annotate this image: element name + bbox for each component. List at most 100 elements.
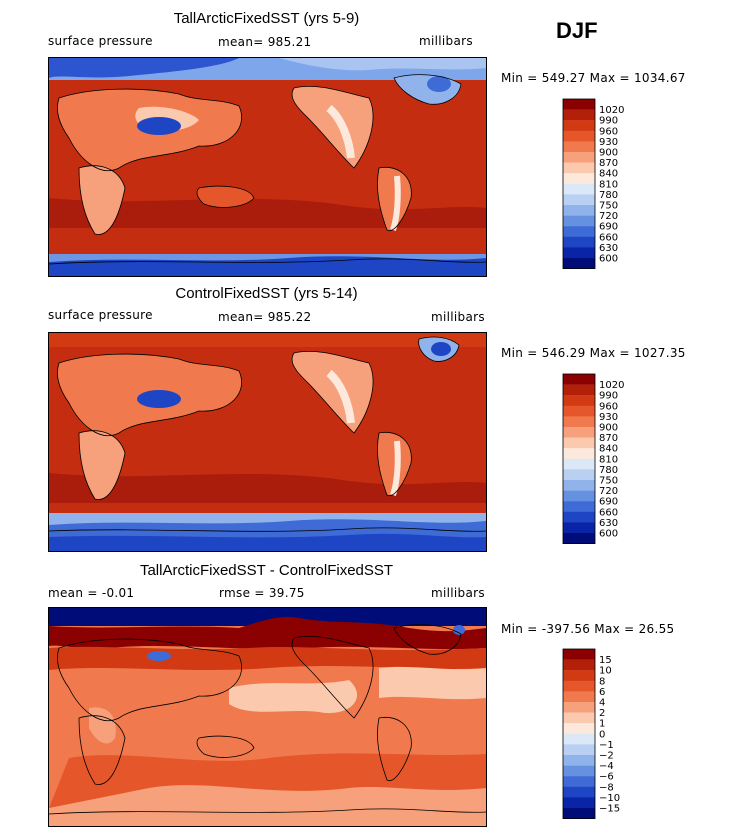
season-label: DJF [556, 18, 598, 43]
panel-3-colorbar-swatch [563, 712, 595, 724]
panel-1-colorbar: 1020990960930900870840810780750720690660… [562, 98, 624, 270]
panel-2-colorbar-swatch [563, 416, 595, 428]
panel-2-variable: surface pressure [48, 308, 153, 322]
panel-3-colorbar-swatch [563, 733, 595, 745]
panel-3-colorbar-label: −6 [599, 772, 614, 783]
panel-2-title: ControlFixedSST (yrs 5-14) [175, 285, 358, 302]
panel-2-colorbar-swatch [563, 511, 595, 523]
panel-2-colorbar-label: 900 [599, 423, 618, 434]
panel-3-units: millibars [431, 586, 485, 600]
panel-3-map [48, 607, 487, 827]
panel-3-colorbar-label: −4 [599, 761, 614, 772]
panel-1-colorbar-swatch [563, 183, 595, 195]
panel-1-colorbar-label: 630 [599, 243, 618, 254]
panel-2-colorbar-label: 630 [599, 518, 618, 529]
panel-3-colorbar-swatch [563, 765, 595, 777]
panel-2-colorbar-swatch [563, 501, 595, 512]
panel-1-colorbar-label: 810 [599, 179, 618, 190]
panel-1-colorbar-swatch [563, 247, 595, 259]
panel-1-colorbar-label: 960 [599, 126, 618, 137]
panel-3-colorbar-swatch [563, 776, 595, 787]
panel-2-colorbar-label: 810 [599, 454, 618, 465]
panel-2-colorbar: 1020990960930900870840810780750720690660… [562, 373, 624, 545]
panel-1-colorbar-label: 840 [599, 169, 618, 180]
panel-3-colorbar-label: −8 [599, 782, 614, 793]
panel-3-colorbar-swatch [563, 649, 595, 660]
panel-1-colorbar-swatch [563, 205, 595, 216]
panel-3-map-plot [49, 608, 486, 826]
panel-3-title: TallArcticFixedSST - ControlFixedSST [139, 562, 394, 579]
panel-1-colorbar-label: 780 [599, 190, 618, 201]
panel-2-colorbar-swatch [563, 437, 595, 449]
panel-1-colorbar-swatch [563, 173, 595, 184]
panel-3-colorbar-label: 1 [599, 719, 605, 730]
panel-2-colorbar-label: 660 [599, 507, 618, 518]
panel-1-colorbar-label: 660 [599, 232, 618, 243]
panel-1-colorbar-swatch [563, 258, 595, 269]
panel-1-map-plot [49, 58, 486, 276]
panel-1-colorbar-swatch [563, 99, 595, 110]
panel-1-colorbar-label: 720 [599, 211, 618, 222]
panel-1-units: millibars [419, 34, 473, 48]
panel-1-colorbar-label: 750 [599, 201, 618, 212]
panel-3-colorbar-label: −2 [599, 751, 614, 762]
panel-1-colorbar-label: 600 [599, 254, 618, 265]
panel-2-colorbar-label: 870 [599, 433, 618, 444]
panel-2-colorbar-swatch [563, 395, 595, 406]
panel-3-colorbar-label: 15 [599, 655, 612, 666]
panel-2-colorbar-swatch [563, 522, 595, 534]
panel-1-colorbar-label: 990 [599, 116, 618, 127]
panel-2-colorbar-label: 750 [599, 476, 618, 487]
panel-1-map [48, 57, 487, 277]
panel-1-colorbar-label: 900 [599, 148, 618, 159]
panel-1-colorbar-swatch [563, 109, 595, 121]
panel-2-mean: mean= 985.22 [218, 310, 312, 324]
panel-2-colorbar-swatch [563, 384, 595, 396]
panel-1-mean: mean= 985.21 [218, 35, 312, 49]
panel-1-colorbar-swatch [563, 226, 595, 237]
panel-1-colorbar-frame [562, 98, 596, 270]
panel-3-rmse: rmse = 39.75 [219, 586, 305, 600]
panel-3-colorbar-label: 10 [599, 666, 612, 677]
panel-1-colorbar-label: 870 [599, 158, 618, 169]
panel-2-colorbar-label: 720 [599, 486, 618, 497]
panel-2-colorbar-label: 780 [599, 465, 618, 476]
panel-3-colorbar-swatch [563, 723, 595, 734]
panel-1-variable: surface pressure [48, 34, 153, 48]
panel-2-colorbar-swatch [563, 490, 595, 502]
panel-1-colorbar-swatch [563, 152, 595, 163]
panel-2-minmax: Min = 546.29 Max = 1027.35 [501, 346, 686, 360]
panel-3-colorbar-swatch [563, 659, 595, 671]
panel-2-colorbar-label: 840 [599, 444, 618, 455]
panel-3-minmax: Min = -397.56 Max = 26.55 [501, 622, 675, 636]
panel-1-colorbar-swatch [563, 130, 595, 142]
panel-1-colorbar-swatch [563, 215, 595, 227]
panel-3-colorbar-label: −15 [599, 804, 620, 815]
panel-1-colorbar-label: 690 [599, 222, 618, 233]
panel-3-colorbar-swatch [563, 744, 595, 756]
panel-3-colorbar-label: 8 [599, 676, 605, 687]
panel-3-colorbar-swatch [563, 680, 595, 692]
panel-1-title: TallArcticFixedSST (yrs 5-9) [173, 10, 360, 27]
panel-3-colorbar-label: 6 [599, 687, 605, 698]
panel-2-map [48, 332, 487, 552]
panel-2-colorbar-swatch [563, 374, 595, 385]
panel-1-colorbar-label: 1020 [599, 105, 624, 116]
panel-2-colorbar-swatch [563, 448, 595, 459]
panel-2-colorbar-frame [562, 373, 596, 545]
panel-1-colorbar-swatch [563, 236, 595, 248]
panel-3-colorbar-swatch [563, 786, 595, 798]
panel-3-colorbar-label: 2 [599, 708, 605, 719]
panel-1-colorbar-swatch [563, 194, 595, 206]
panel-2-colorbar-swatch [563, 533, 595, 544]
panel-2-colorbar-swatch [563, 405, 595, 417]
panel-2-colorbar-swatch [563, 458, 595, 470]
panel-2-colorbar-label: 930 [599, 412, 618, 423]
panel-3-colorbar-swatch [563, 691, 595, 703]
panel-3-colorbar-swatch [563, 670, 595, 681]
panel-1-colorbar-label: 930 [599, 137, 618, 148]
panel-3-colorbar-swatch [563, 702, 595, 713]
panel-2-colorbar-swatch [563, 480, 595, 491]
panel-3-colorbar-label: −1 [599, 740, 614, 751]
